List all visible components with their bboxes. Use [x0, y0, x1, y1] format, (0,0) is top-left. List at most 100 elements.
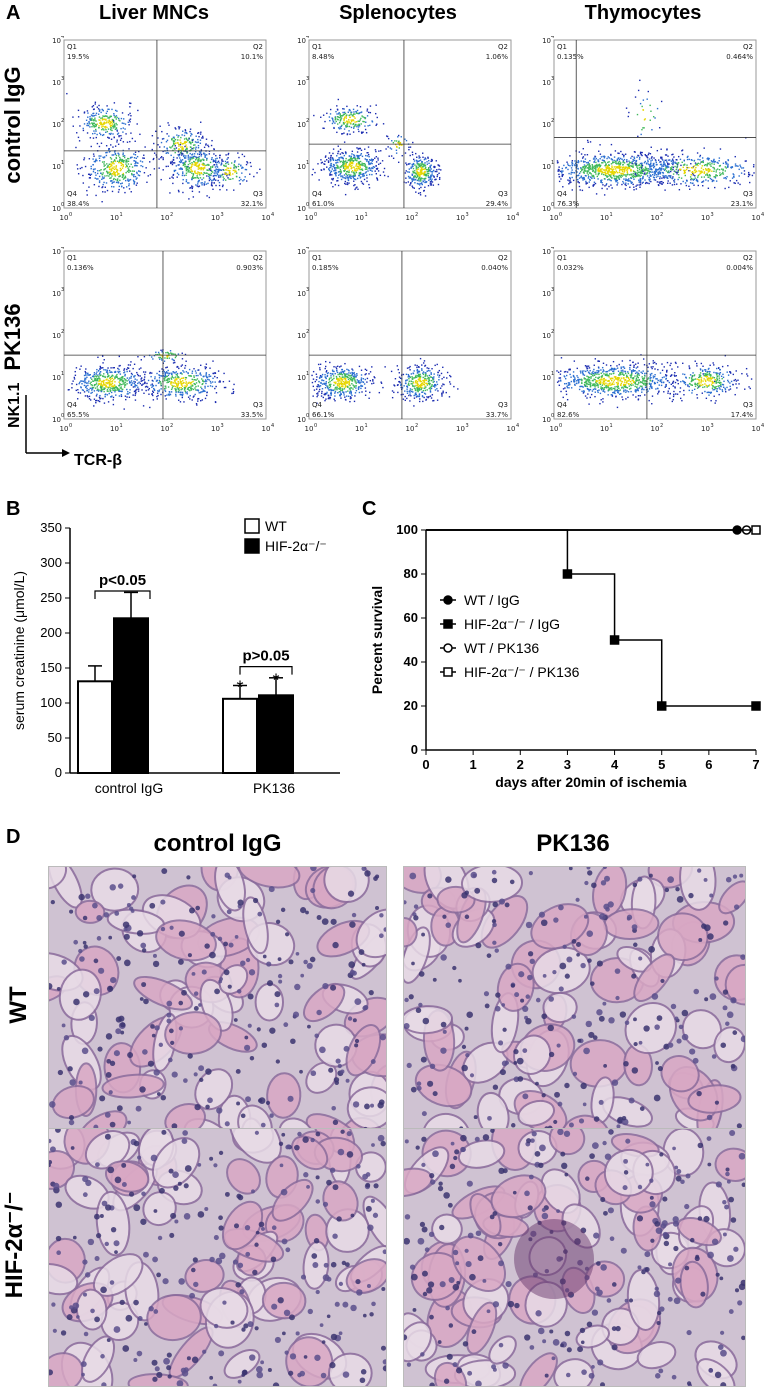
- svg-text:10: 10: [52, 332, 61, 340]
- d-col-title-igg: control IgG: [153, 830, 282, 857]
- c-ytick: 0: [411, 742, 418, 757]
- quadrant-value-Q1: 0.032%: [557, 264, 584, 272]
- quadrant-label-Q3: Q3: [743, 190, 753, 198]
- svg-text:2: 2: [306, 118, 309, 124]
- c-xtick: 4: [611, 757, 619, 772]
- svg-text:10: 10: [60, 214, 69, 222]
- panel-c-chart: 0 20 40 60 80 100 0 1 2 3 4 5 6 7 days after 20min of …: [369, 522, 761, 790]
- svg-text:10: 10: [305, 214, 314, 222]
- quadrant-value-Q2: 0.903%: [236, 264, 263, 272]
- c-legend-label: WT / PK136: [464, 640, 539, 656]
- c-ytick: 80: [404, 566, 418, 581]
- b-annotation-p2: p>0.05: [242, 648, 289, 665]
- svg-text:10: 10: [550, 214, 559, 222]
- c-xtick: 2: [517, 757, 524, 772]
- quadrant-value-Q3: 17.4%: [731, 411, 754, 419]
- svg-text:0: 0: [306, 202, 309, 208]
- svg-text:3: 3: [221, 423, 224, 429]
- flow-plot-0-1: Q1 8.48% Q2 1.06% Q3 29.4% Q4 61.0% 10 0 10 0 10 1 10 1…: [291, 34, 521, 236]
- flow-plot-1-1: Q1 0.185% Q2 0.040% Q3 33.7% Q4 66.1% 10 0 10 0 10 1 1…: [291, 245, 521, 447]
- svg-text:1: 1: [120, 423, 123, 429]
- svg-text:3: 3: [306, 76, 309, 82]
- quadrant-value-Q2: 0.004%: [726, 264, 753, 272]
- quadrant-value-Q3: 33.5%: [241, 411, 264, 419]
- b-star-1: *: [236, 677, 243, 697]
- svg-text:1: 1: [120, 212, 123, 218]
- c-xtick: 7: [752, 757, 759, 772]
- svg-text:4: 4: [516, 212, 519, 218]
- quadrant-label-Q3: Q3: [498, 401, 508, 409]
- svg-text:10: 10: [542, 79, 551, 87]
- svg-text:1: 1: [610, 212, 613, 218]
- b-ytick: 200: [40, 625, 62, 640]
- b-annotation-p1: p<0.05: [99, 572, 146, 589]
- quadrant-value-Q1: 19.5%: [67, 53, 90, 61]
- svg-text:3: 3: [551, 76, 554, 82]
- b-bar-1-1: [258, 694, 294, 774]
- b-ytick: 150: [40, 660, 62, 675]
- quadrant-value-Q4: 66.1%: [312, 411, 335, 419]
- c-legend-marker: [443, 667, 453, 677]
- y-axis-nk11: NK1.1: [6, 382, 23, 428]
- quadrant-value-Q4: 76.3%: [557, 200, 580, 208]
- c-point-1-2: [609, 635, 620, 645]
- c-ylabel: Percent survival: [369, 586, 385, 694]
- panel-a-label: A: [6, 2, 21, 24]
- quadrant-label-Q2: Q2: [743, 254, 753, 262]
- svg-text:3: 3: [61, 76, 64, 82]
- c-legend-label: HIF-2α⁻/⁻ / IgG: [464, 616, 560, 632]
- quadrant-value-Q3: 33.7%: [486, 411, 509, 419]
- quadrant-value-Q3: 29.4%: [486, 200, 509, 208]
- svg-text:4: 4: [61, 247, 64, 251]
- svg-text:3: 3: [466, 212, 469, 218]
- svg-text:10: 10: [355, 214, 364, 222]
- quadrant-value-Q4: 61.0%: [312, 200, 335, 208]
- c-ytick: 20: [404, 698, 418, 713]
- svg-text:10: 10: [161, 214, 170, 222]
- b-ytick: 350: [40, 520, 62, 535]
- c-xtick: 3: [564, 757, 571, 772]
- c-legend-label: HIF-2α⁻/⁻ / PK136: [464, 664, 580, 680]
- svg-text:0: 0: [559, 212, 562, 218]
- svg-text:2: 2: [170, 423, 173, 429]
- quadrant-label-Q4: Q4: [67, 401, 78, 409]
- svg-text:10: 10: [542, 205, 551, 213]
- panel-b-label: B: [6, 498, 21, 520]
- col-title-thymus: Thymocytes: [584, 2, 702, 24]
- quadrant-value-Q2: 10.1%: [241, 53, 264, 61]
- svg-text:2: 2: [61, 118, 64, 124]
- b-ytick: 50: [48, 730, 62, 745]
- c-point-1-1: [562, 569, 573, 579]
- c-point-1-3: [656, 701, 667, 711]
- c-ytick: 40: [404, 654, 418, 669]
- quadrant-label-Q4: Q4: [312, 190, 323, 198]
- quadrant-value-Q1: 0.185%: [312, 264, 339, 272]
- quadrant-value-Q4: 82.6%: [557, 411, 580, 419]
- b-bar-0-1: [222, 697, 258, 774]
- quadrant-label-Q3: Q3: [253, 190, 263, 198]
- quadrant-label-Q1: Q1: [312, 43, 322, 51]
- histology-wt-pk136: [403, 866, 746, 1141]
- quadrant-value-Q3: 32.1%: [241, 200, 264, 208]
- col-title-liver: Liver MNCs: [98, 2, 210, 24]
- svg-text:3: 3: [221, 212, 224, 218]
- d-col-title-pk136: PK136: [536, 830, 610, 857]
- b-ytick: 0: [55, 765, 62, 780]
- svg-text:2: 2: [660, 212, 663, 218]
- svg-text:0: 0: [61, 202, 64, 208]
- svg-text:10: 10: [211, 425, 220, 433]
- quadrant-label-Q2: Q2: [498, 43, 508, 51]
- svg-text:10: 10: [52, 248, 61, 256]
- svg-text:10: 10: [52, 163, 61, 171]
- quadrant-label-Q3: Q3: [253, 401, 263, 409]
- svg-text:10: 10: [52, 290, 61, 298]
- c-legend-marker: [443, 643, 453, 653]
- flow-plot-0-0: Q1 19.5% Q2 10.1% Q3 32.1% Q4 38.4% 10 0 10 0 10 1 10 1…: [46, 34, 276, 236]
- panel-b-chart: 0 50 100 150 200 250 300 350 serum creatinine (μ…: [11, 518, 340, 796]
- quadrant-value-Q1: 8.48%: [312, 53, 335, 61]
- flow-plot-1-2: Q1 0.032% Q2 0.004% Q3 17.4% Q4 82.6% 10 0 10 0 10 1 1…: [536, 245, 765, 447]
- svg-text:10: 10: [297, 121, 306, 129]
- quadrant-value-Q2: 1.06%: [486, 53, 509, 61]
- svg-text:10: 10: [542, 37, 551, 45]
- c-ytick: 60: [404, 610, 418, 625]
